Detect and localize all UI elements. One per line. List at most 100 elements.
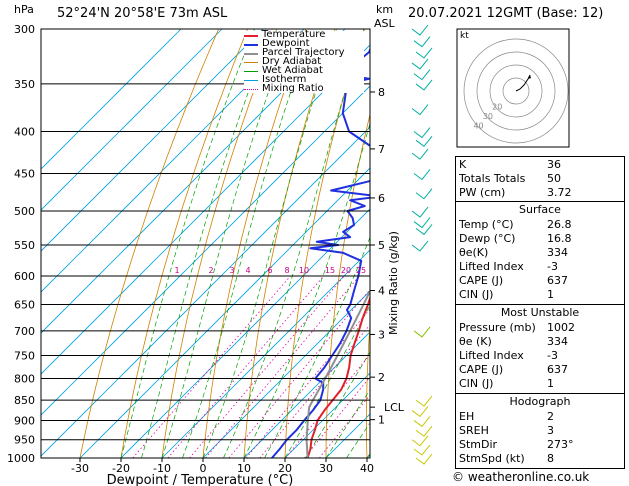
mixing-ratio-label: 6: [267, 266, 272, 275]
hodo-row: SREH 3: [459, 424, 554, 437]
isotherm: [284, 372, 370, 458]
most-unstable-table: Most Unstable Pressure (mb) 1002 θe (K) 33…: [455, 304, 625, 394]
index-row-k: K 36: [459, 158, 561, 171]
mixing-ratio-line: [228, 288, 370, 458]
pressure-tick-label: 600: [14, 270, 35, 283]
series-dewpoint: [271, 47, 370, 458]
isotherm: [41, 29, 264, 252]
pressure-tick-label: 500: [14, 205, 35, 218]
pressure-tick-label: 900: [14, 414, 35, 427]
location-title: 52°24'N 20°58'E 73m ASL: [57, 6, 228, 21]
pressure-tick-label: 1000: [7, 452, 35, 465]
index-row-totals: Totals Totals 50: [459, 172, 561, 185]
mixing-ratio-line: [245, 308, 370, 458]
legend-isotherm: Isotherm: [244, 74, 364, 85]
surface-row: Temp (°C) 26.8: [459, 218, 572, 231]
wet-adiabat: [305, 351, 370, 458]
hodograph-ring: [502, 77, 530, 105]
isotherm: [161, 249, 370, 458]
km-tick-label: 5: [378, 239, 385, 252]
unstable-row: Pressure (mb) 1002: [459, 321, 575, 334]
isotherm: [120, 208, 370, 458]
indices-table: K 36 Totals Totals 50 PW (cm) 3.72: [455, 156, 625, 202]
unstable-row: Lifted Index -3: [459, 349, 558, 362]
legend-mixing-ratio: Mixing Ratio: [244, 83, 364, 94]
wind-barb: [411, 206, 429, 218]
surface-title: Surface: [519, 203, 561, 216]
isotherm: [41, 126, 370, 457]
wind-barb: [411, 240, 429, 252]
index-row-pw: PW (cm) 3.72: [459, 186, 572, 199]
mixing-ratio-label: 25: [356, 266, 366, 275]
mixing-ratio-label: 20: [341, 266, 351, 275]
wind-barb: [413, 36, 431, 48]
wind-barb: [413, 127, 431, 139]
hodograph-ring-label: 30: [483, 112, 493, 121]
legend: Temperature Dewpoint Parcel Trajectory D…: [244, 29, 364, 94]
wind-barb: [411, 104, 429, 116]
surface-row: CIN (J) 1: [459, 288, 554, 301]
most-unstable-title: Most Unstable: [500, 306, 580, 319]
surface-row: θe(K) 334: [459, 246, 568, 259]
pressure-tick-label: 800: [14, 372, 35, 385]
pressure-tick-label: 700: [14, 325, 35, 338]
temperature-tick-label: 30: [319, 462, 333, 475]
surface-row: CAPE (J) 637: [459, 274, 568, 287]
surface-row: Lifted Index -3: [459, 260, 558, 273]
isotherm: [41, 29, 223, 211]
isotherm: [202, 290, 370, 458]
legend-dewpoint: Dewpoint: [244, 38, 364, 49]
wet-adiabat: [141, 29, 273, 458]
km-tick-label: 1: [378, 414, 385, 427]
unstable-row: θe (K) 334: [459, 335, 568, 348]
km-tick-label: 3: [378, 328, 385, 341]
dry-adiabat: [406, 29, 451, 458]
hodograph-arrow: [528, 75, 531, 79]
series-parcel-trajectory: [305, 289, 370, 458]
wind-barb: [415, 79, 433, 91]
hodo-row: StmDir 273°: [459, 438, 574, 451]
x-axis-label: Dewpoint / Temperature (°C): [107, 473, 294, 486]
temperature-tick-label: 10: [237, 462, 251, 475]
legend-wet-adiabat: Wet Adiabat: [244, 65, 364, 76]
mixing-ratio-label: 3: [229, 266, 234, 275]
datetime-title: 20.07.2021 12GMT (Base: 12): [408, 6, 604, 21]
temperature-tick-label: 40: [360, 462, 374, 475]
hodograph-ring-label: 40: [473, 121, 483, 130]
unstable-row: CIN (J) 1: [459, 377, 554, 390]
wind-barb: [413, 69, 431, 81]
hodograph-ring: [476, 51, 556, 131]
pressure-tick-label: 350: [14, 78, 35, 91]
wind-barb: [415, 453, 433, 465]
km-label: km: [376, 3, 394, 16]
surface-row: Dewp (°C) 16.8: [459, 232, 572, 245]
isotherm: [41, 29, 346, 334]
pressure-tick-label: 750: [14, 349, 35, 362]
mixing-ratio-label: 8: [284, 266, 289, 275]
wind-barb: [415, 188, 433, 200]
dry-adiabat: [120, 29, 248, 458]
isotherm: [41, 29, 182, 170]
pressure-tick-label: 400: [14, 126, 35, 139]
mixing-ratio-label: 4: [245, 266, 250, 275]
lcl-label: LCL: [384, 401, 405, 414]
hodograph-ring-label: 20: [492, 103, 502, 112]
wind-barb: [413, 217, 431, 229]
isotherm: [41, 29, 305, 293]
mixing-ratio-label: 1: [174, 266, 179, 275]
unstable-row: CAPE (J) 637: [459, 363, 568, 376]
temperature-tick-label: -30: [71, 462, 89, 475]
surface-table: Surface Temp (°C) 26.8 Dewp (°C) 16.8 θe(K…: [455, 201, 625, 305]
wind-barb: [415, 135, 433, 147]
hodograph-table: Hodograph EH 2 SREH 3 StmDir 273° StmSpd (k…: [455, 393, 625, 469]
km-tick-label: 6: [378, 192, 385, 205]
hodo-row: StmSpd (kt) 8: [459, 452, 554, 465]
wind-barb: [413, 326, 431, 338]
pressure-tick-label: 550: [14, 239, 35, 252]
wind-barb: [411, 24, 429, 36]
mixing-ratio-label: 15: [325, 266, 335, 275]
wind-barb: [415, 425, 433, 437]
pressure-tick-label: 950: [14, 434, 35, 447]
dry-adiabat: [79, 29, 219, 458]
km-tick-label: 4: [378, 285, 385, 298]
